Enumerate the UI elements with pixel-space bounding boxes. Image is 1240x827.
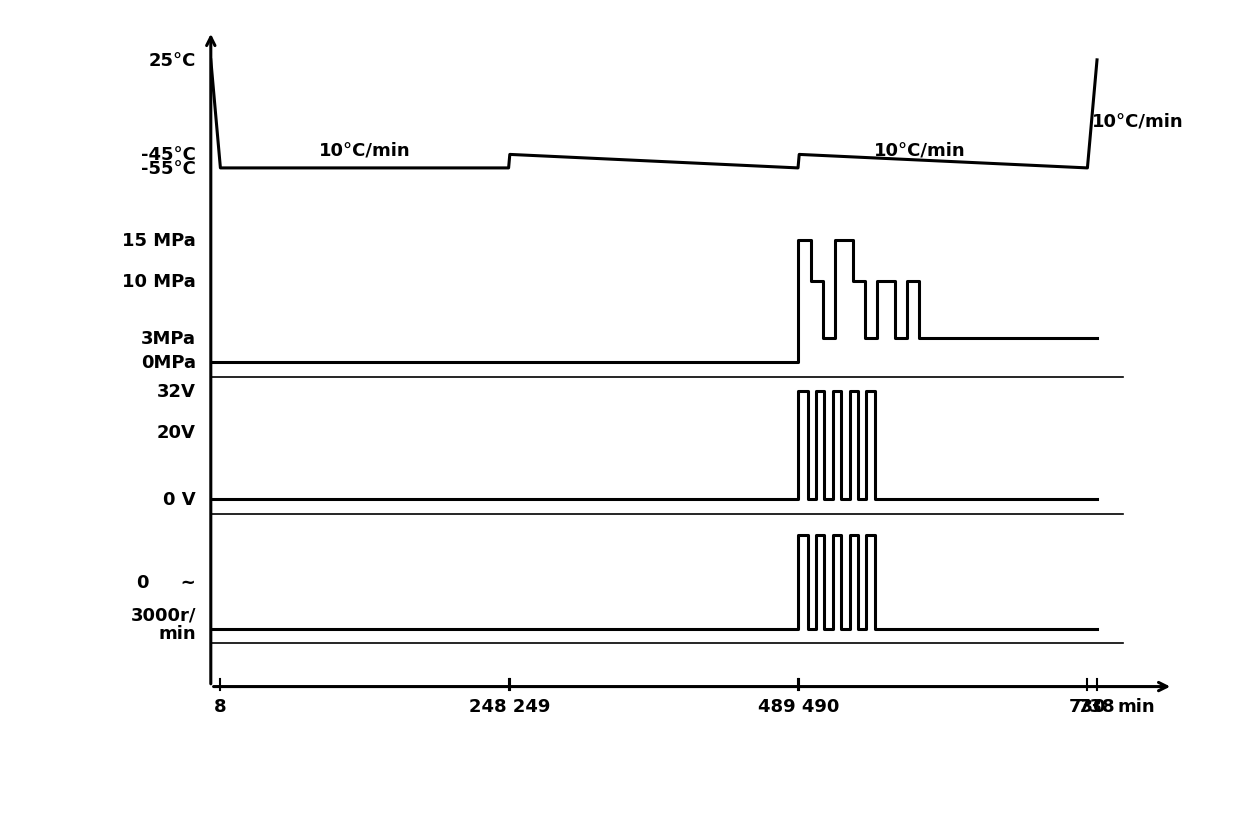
- Text: 10 MPa: 10 MPa: [123, 272, 196, 290]
- Text: 25°C: 25°C: [149, 52, 196, 69]
- Text: 0MPa: 0MPa: [141, 354, 196, 372]
- Text: min: min: [1117, 697, 1156, 715]
- Text: 15 MPa: 15 MPa: [123, 232, 196, 250]
- Text: 10°C/min: 10°C/min: [1092, 112, 1184, 131]
- Text: 489 490: 489 490: [758, 697, 839, 715]
- Text: 10°C/min: 10°C/min: [873, 141, 965, 160]
- Text: 730: 730: [1069, 697, 1106, 715]
- Text: min: min: [159, 624, 196, 642]
- Text: 738: 738: [1079, 697, 1116, 715]
- Text: 248 249: 248 249: [469, 697, 549, 715]
- Text: 32V: 32V: [157, 383, 196, 401]
- Text: 0     ~: 0 ~: [138, 573, 196, 591]
- Text: -45°C: -45°C: [141, 146, 196, 165]
- Text: 20V: 20V: [157, 423, 196, 442]
- Text: 0 V: 0 V: [164, 490, 196, 509]
- Text: 3MPa: 3MPa: [141, 329, 196, 347]
- Text: 10°C/min: 10°C/min: [319, 141, 410, 160]
- Text: 3000r/: 3000r/: [130, 606, 196, 624]
- Text: 8: 8: [215, 697, 227, 715]
- Text: -55°C: -55°C: [141, 160, 196, 178]
